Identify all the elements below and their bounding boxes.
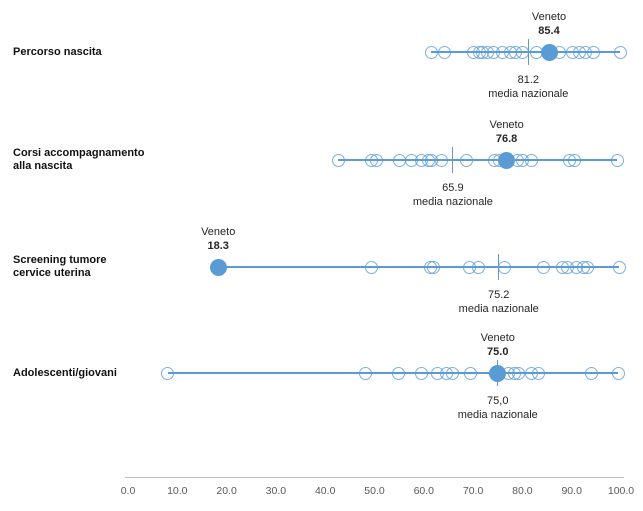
media-annotation: 75,0 media nazionale [438,394,558,422]
category-label: Percorso nascita [13,46,173,59]
region-data-point [415,366,429,380]
x-axis-tick-label: 50.0 [364,485,385,497]
x-axis-tick-label: 30.0 [265,485,287,497]
category-label: Screening tumore cervice uterina [13,254,173,280]
region-data-point [610,153,624,167]
x-axis-tick-label: 40.0 [314,485,336,497]
media-annotation-value: 75.2 [488,289,510,301]
region-data-point [585,366,599,380]
region-data-point [438,45,452,59]
veneto-annotation-name: Veneto [531,11,567,23]
region-data-point [369,153,383,167]
media-annotation-value: 75,0 [487,395,509,407]
chart-plot-area: Percorso nascita Veneto 85.4 81.2 media nazi… [13,10,627,422]
region-data-point [613,45,627,59]
category-label: Adolescenti/giovani [13,367,173,380]
region-data-point [161,366,175,380]
region-data-point [516,45,530,59]
region-data-point [331,153,345,167]
veneto-annotation: Veneto 85.4 [494,10,604,38]
region-data-point [587,45,601,59]
region-data-point [471,260,485,274]
veneto-annotation-value: 75.0 [487,346,509,358]
media-annotation-label: media nazionale [412,196,493,208]
category-label-line: Adolescenti/giovani [13,366,117,379]
media-annotation: 81.2 media nazionale [468,73,588,101]
category-label-line: Screening tumore [13,254,107,266]
region-data-point [358,366,372,380]
x-axis-line [125,477,624,478]
region-data-point [611,366,625,380]
region-data-point [581,260,595,274]
media-annotation-value: 81.2 [517,74,540,86]
x-axis-tick-label: 70.0 [462,485,484,497]
region-data-point [426,260,440,274]
x-axis-tick-label: 100.0 [607,485,635,497]
media-annotation: 65.9 media nazionale [393,181,513,209]
media-annotation-label: media nazionale [457,409,538,421]
veneto-annotation-value: 18.3 [207,240,229,252]
media-annotation-label: media nazionale [488,88,569,100]
region-data-point [435,153,449,167]
region-data-point [524,153,538,167]
region-data-point [463,366,477,380]
x-axis-tick-label: 0.0 [120,485,136,497]
national-mean-line [452,147,454,173]
region-data-point [424,45,438,59]
media-annotation-value: 65.9 [442,182,464,194]
veneto-annotation-value: 76.8 [495,133,518,145]
x-axis-tick-label: 60.0 [413,485,435,497]
veneto-marker [540,43,558,61]
region-data-point [512,366,526,380]
row-baseline [338,159,618,161]
category-label-line: alla nascita [13,160,73,172]
category-label-line: Corsi accompagnamento [13,147,145,159]
x-axis-tick-label: 10.0 [167,485,188,497]
veneto-annotation-value: 85.4 [538,25,560,37]
region-data-point [531,366,545,380]
category-label-line: cervice uterina [13,267,91,279]
region-data-point [536,260,550,274]
region-data-point [497,260,511,274]
region-data-point [612,260,626,274]
x-axis-tick-label: 20.0 [216,485,237,497]
region-data-point [446,366,460,380]
region-data-point [391,366,405,380]
region-data-point [567,153,581,167]
x-axis: 0.0 10.0 20.0 30.0 40.0 50.0 60.0 70.0 80.0 90.0 1… [0,470,643,511]
veneto-marker [498,151,516,169]
veneto-annotation: Veneto 75.0 [443,331,553,359]
category-label: Corsi accompagnamento alla nascita [13,147,173,173]
veneto-annotation: Veneto 18.3 [163,225,273,253]
category-label-line: Percorso nascita [13,45,102,58]
region-data-point [365,260,379,274]
region-data-point [459,153,473,167]
x-axis-tick-label: 80.0 [512,485,533,497]
row-baseline [218,266,620,268]
media-annotation-label: media nazionale [458,303,539,315]
veneto-annotation-name: Veneto [201,226,236,238]
x-axis-tick-label: 90.0 [561,485,582,497]
veneto-annotation: Veneto 76.8 [452,118,562,146]
media-annotation: 75.2 media nazionale [439,288,559,316]
veneto-annotation-name: Veneto [480,332,515,344]
veneto-annotation-name: Veneto [489,119,524,131]
veneto-marker [209,258,227,276]
veneto-marker [489,364,507,382]
